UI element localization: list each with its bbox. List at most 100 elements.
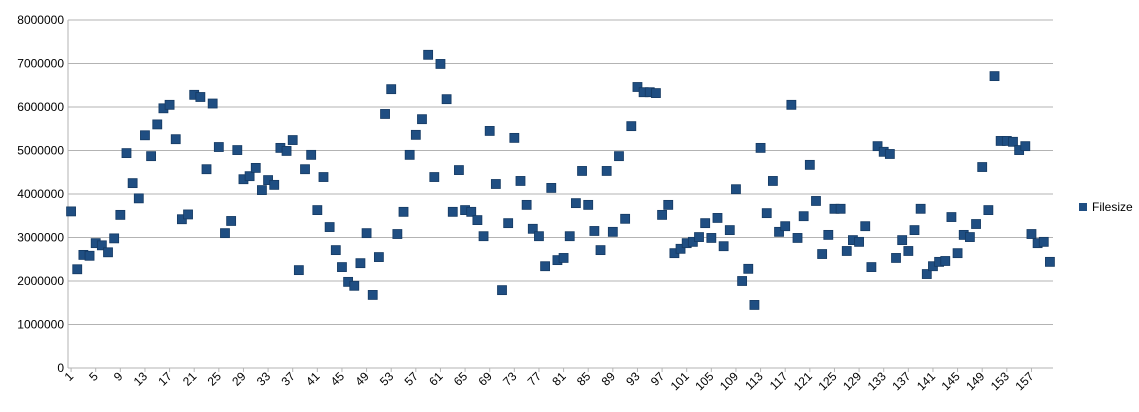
marker	[884, 149, 895, 159]
marker	[651, 88, 661, 98]
marker	[792, 233, 803, 243]
x-tick-label: 29	[229, 369, 249, 389]
marker	[103, 247, 113, 258]
y-tick-label: 4000000	[17, 187, 64, 201]
x-tick-label: 153	[988, 369, 1012, 393]
y-tick-label: 6000000	[17, 100, 64, 114]
marker	[521, 199, 532, 210]
marker	[490, 179, 501, 189]
marker	[515, 176, 526, 186]
marker	[841, 246, 852, 256]
marker	[737, 276, 748, 286]
x-tick-label: 85	[574, 369, 594, 389]
marker	[398, 206, 409, 217]
marker	[367, 290, 378, 300]
marker	[257, 185, 267, 195]
x-tick-label: 45	[328, 369, 348, 389]
marker	[897, 235, 908, 246]
marker	[983, 205, 994, 215]
marker	[386, 84, 397, 95]
y-tick-label: 3000000	[17, 231, 64, 245]
marker	[232, 145, 243, 155]
x-tick-label: 101	[668, 369, 692, 393]
y-tick-label: 0	[57, 361, 64, 375]
marker	[724, 225, 735, 236]
marker	[244, 171, 255, 182]
marker	[811, 196, 821, 206]
x-tick-label: 49	[352, 369, 372, 389]
marker	[1008, 136, 1018, 147]
x-tick-label: 97	[648, 369, 668, 389]
marker	[429, 172, 440, 182]
marker	[1045, 256, 1055, 267]
x-tick-label: 73	[500, 369, 520, 389]
marker	[607, 226, 618, 237]
marker	[823, 229, 834, 240]
marker	[731, 184, 741, 195]
marker	[583, 199, 594, 210]
x-tick-label: 9	[111, 369, 126, 384]
marker	[694, 232, 704, 242]
marker	[509, 132, 520, 143]
marker	[749, 300, 760, 310]
marker	[435, 59, 446, 69]
marker	[220, 228, 230, 239]
marker	[140, 130, 150, 141]
marker	[380, 109, 390, 119]
y-tick-label: 5000000	[17, 144, 64, 158]
marker	[133, 193, 144, 204]
marker	[546, 183, 557, 193]
marker	[447, 206, 458, 217]
marker	[712, 213, 723, 223]
marker	[170, 134, 181, 145]
marker	[152, 119, 163, 130]
marker	[478, 231, 489, 242]
marker	[96, 240, 107, 251]
x-tick-label: 69	[475, 369, 495, 389]
marker	[706, 233, 717, 243]
marker	[977, 162, 988, 172]
marker	[121, 148, 132, 159]
x-tick-label: 93	[623, 369, 643, 389]
marker	[564, 231, 575, 242]
x-tick-label: 121	[791, 369, 815, 393]
marker	[743, 263, 754, 274]
marker	[657, 209, 667, 220]
y-tick-label: 7000000	[17, 57, 64, 71]
x-tick-label: 113	[742, 369, 766, 393]
marker	[127, 178, 138, 189]
marker	[373, 252, 384, 262]
marker	[989, 71, 1000, 82]
x-tick-label: 1	[62, 369, 77, 384]
marker	[146, 151, 157, 162]
marker	[466, 206, 477, 217]
x-tick-label: 17	[155, 369, 175, 389]
marker	[72, 264, 83, 275]
x-tick-label: 141	[914, 369, 938, 393]
marker	[355, 258, 366, 269]
marker	[115, 209, 126, 220]
marker	[318, 172, 329, 182]
marker	[1026, 229, 1037, 239]
x-tick-label: 137	[889, 369, 913, 393]
marker	[921, 269, 932, 279]
marker	[527, 223, 538, 234]
marker	[601, 166, 612, 176]
x-tick-label: 89	[599, 369, 619, 389]
marker	[909, 225, 920, 236]
marker	[964, 232, 975, 242]
y-tick-label: 2000000	[17, 274, 64, 288]
x-tick-label: 33	[254, 369, 274, 389]
marker	[595, 245, 606, 256]
marker	[423, 49, 434, 60]
marker	[207, 98, 218, 109]
marker	[213, 142, 224, 152]
marker	[817, 249, 828, 259]
marker	[952, 248, 963, 259]
marker	[454, 165, 464, 175]
marker	[804, 159, 815, 170]
x-tick-label: 13	[131, 369, 151, 389]
marker	[786, 99, 797, 110]
x-tick-label: 105	[692, 369, 716, 393]
marker	[774, 226, 784, 237]
